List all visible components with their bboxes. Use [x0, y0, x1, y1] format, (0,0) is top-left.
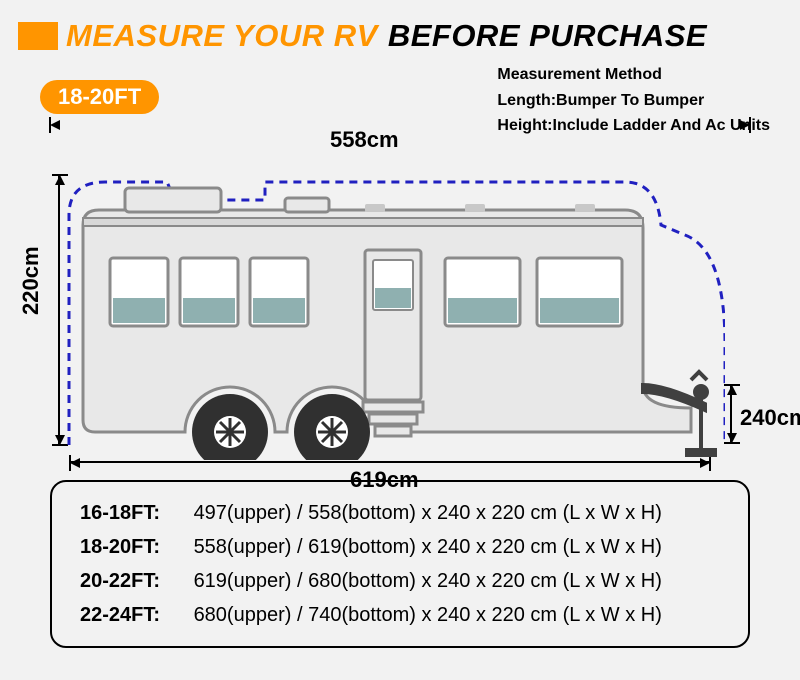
header: MEASURE YOUR RV BEFORE PURCHASE — [0, 0, 800, 62]
size-row: 18-20FT: 558(upper) / 619(bottom) x 240 … — [80, 530, 720, 564]
dim-top-label: 558cm — [330, 127, 399, 153]
size-range: 22-24FT: — [80, 598, 188, 632]
rv-illustration — [65, 170, 725, 460]
size-row: 20-22FT: 619(upper) / 680(bottom) x 240 … — [80, 564, 720, 598]
roof-vent-1 — [365, 204, 385, 212]
method-length: Length:Bumper To Bumper — [497, 88, 770, 114]
window-1 — [110, 258, 168, 326]
dim-right-label: 240cm — [740, 405, 800, 431]
wheel-2 — [294, 394, 370, 460]
window-3 — [250, 258, 308, 326]
size-table: 16-18FT: 497(upper) / 558(bottom) x 240 … — [50, 480, 750, 648]
window-5 — [537, 258, 622, 326]
size-range: 18-20FT: — [80, 530, 188, 564]
size-badge: 18-20FT — [40, 80, 159, 114]
door — [365, 250, 421, 400]
size-row: 16-18FT: 497(upper) / 558(bottom) x 240 … — [80, 496, 720, 530]
size-row: 22-24FT: 680(upper) / 740(bottom) x 240 … — [80, 598, 720, 632]
size-spec: 680(upper) / 740(bottom) x 240 x 220 cm … — [194, 604, 662, 626]
rv-body — [83, 188, 715, 460]
size-spec: 558(upper) / 619(bottom) x 240 x 220 cm … — [194, 536, 662, 558]
rv-diagram: 558cm 220cm 619cm 240cm — [50, 125, 750, 495]
size-spec: 619(upper) / 680(bottom) x 240 x 220 cm … — [194, 570, 662, 592]
roof-vent-2 — [465, 204, 485, 212]
dim-bottom-line — [70, 461, 710, 463]
accent-block — [18, 22, 58, 50]
title-black: BEFORE PURCHASE — [388, 18, 707, 54]
ac-unit-2 — [285, 198, 329, 212]
title-orange: MEASURE YOUR RV — [66, 18, 378, 54]
dim-left-line — [58, 175, 60, 445]
wheel-1 — [192, 394, 268, 460]
size-spec: 497(upper) / 558(bottom) x 240 x 220 cm … — [194, 502, 662, 524]
method-title: Measurement Method — [497, 62, 770, 88]
dim-left-label: 220cm — [18, 246, 44, 315]
dim-right-line — [730, 385, 732, 443]
window-4 — [445, 258, 520, 326]
size-range: 16-18FT: — [80, 496, 188, 530]
size-range: 20-22FT: — [80, 564, 188, 598]
window-2 — [180, 258, 238, 326]
roof-vent-3 — [575, 204, 595, 212]
ac-unit-1 — [125, 188, 221, 212]
